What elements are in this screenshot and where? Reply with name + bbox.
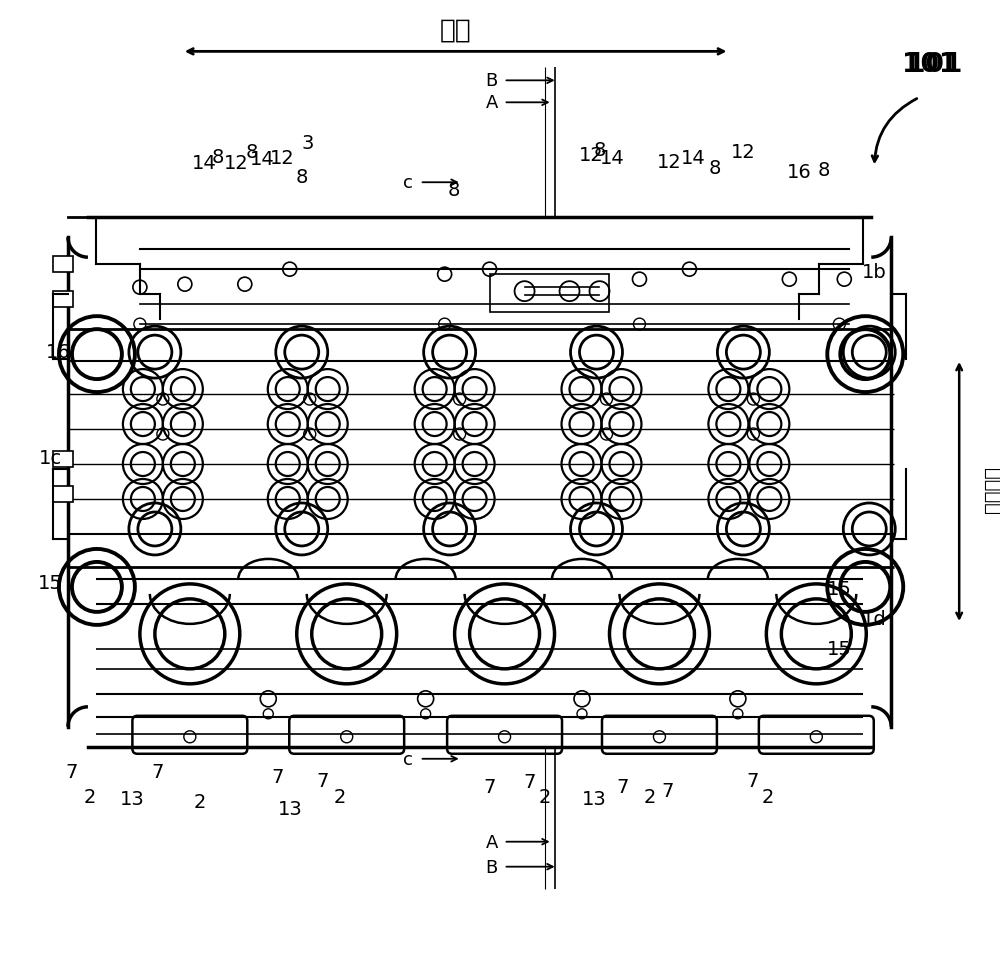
- Text: B: B: [485, 72, 498, 90]
- Text: 2: 2: [194, 793, 206, 811]
- Text: 8: 8: [296, 167, 308, 186]
- Bar: [490, 275, 609, 313]
- Text: 7: 7: [272, 768, 284, 786]
- Text: 101: 101: [902, 52, 957, 78]
- Text: 14: 14: [191, 154, 216, 173]
- Text: 1c: 1c: [38, 448, 62, 467]
- Text: 8: 8: [708, 159, 721, 178]
- Text: 14: 14: [600, 149, 625, 167]
- Text: 7: 7: [661, 781, 674, 801]
- Text: 16: 16: [787, 162, 812, 182]
- Text: 14: 14: [249, 150, 274, 168]
- Text: 8: 8: [447, 181, 460, 200]
- Text: 2: 2: [538, 787, 551, 806]
- Text: 7: 7: [152, 762, 164, 781]
- Text: 2: 2: [334, 787, 346, 806]
- Text: 15: 15: [38, 574, 62, 593]
- Text: A: A: [485, 833, 498, 850]
- Text: c: c: [403, 174, 413, 192]
- Text: 12: 12: [657, 153, 682, 172]
- Text: 12: 12: [269, 149, 294, 167]
- Text: 2: 2: [643, 787, 656, 806]
- Text: 宽度方向: 宽度方向: [982, 468, 1000, 515]
- Text: 14: 14: [681, 149, 706, 167]
- Text: 2: 2: [84, 787, 96, 806]
- Text: 12: 12: [579, 146, 604, 164]
- Bar: [53, 486, 73, 503]
- Text: 13: 13: [582, 789, 607, 808]
- Text: 101: 101: [907, 52, 962, 78]
- Text: 7: 7: [483, 777, 496, 797]
- Text: 15: 15: [827, 579, 852, 599]
- Text: 7: 7: [317, 772, 329, 791]
- Text: 7: 7: [746, 772, 759, 791]
- Text: c: c: [403, 750, 413, 768]
- Bar: [53, 292, 73, 308]
- Text: 8: 8: [212, 148, 224, 166]
- Text: 16: 16: [46, 342, 70, 361]
- Text: 8: 8: [818, 160, 830, 180]
- Text: 8: 8: [246, 142, 258, 161]
- Text: A: A: [485, 94, 498, 112]
- Text: 1b: 1b: [862, 262, 887, 282]
- Text: 1d: 1d: [862, 609, 887, 628]
- Text: 8: 8: [593, 140, 606, 160]
- Text: 7: 7: [66, 762, 78, 781]
- Text: 12: 12: [223, 154, 248, 173]
- Text: 纵向: 纵向: [440, 17, 471, 43]
- Text: 7: 7: [523, 773, 536, 792]
- Text: 15: 15: [827, 640, 852, 658]
- Text: 7: 7: [616, 777, 629, 797]
- Text: 13: 13: [277, 800, 302, 819]
- Text: 3: 3: [302, 134, 314, 153]
- Bar: [53, 257, 73, 273]
- Bar: [53, 452, 73, 467]
- Text: B: B: [485, 858, 498, 875]
- Text: 12: 12: [731, 142, 756, 161]
- Text: 2: 2: [761, 787, 774, 806]
- Text: 13: 13: [120, 789, 144, 808]
